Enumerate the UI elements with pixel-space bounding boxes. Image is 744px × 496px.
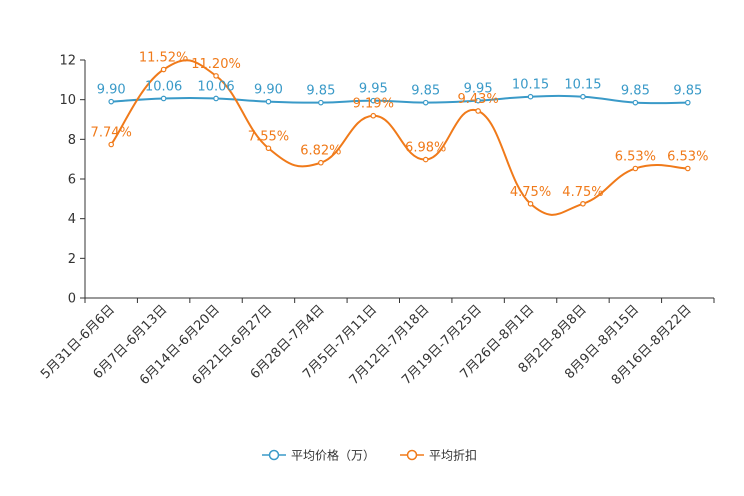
data-label: 4.75% bbox=[562, 185, 603, 200]
data-point[interactable] bbox=[160, 66, 167, 73]
legend-label: 平均折扣 bbox=[429, 448, 477, 463]
y-tick-label: 6 bbox=[68, 173, 76, 188]
data-label: 10.06 bbox=[145, 79, 182, 94]
data-label: 9.85 bbox=[306, 84, 335, 99]
legend-marker bbox=[268, 449, 280, 461]
data-label: 9.95 bbox=[359, 82, 388, 97]
data-point[interactable] bbox=[318, 159, 324, 166]
data-label: 9.19% bbox=[353, 97, 394, 112]
data-label: 11.52% bbox=[139, 51, 189, 66]
data-point[interactable] bbox=[684, 165, 691, 172]
data-point[interactable] bbox=[422, 156, 429, 163]
data-point[interactable] bbox=[265, 98, 272, 105]
series-layer bbox=[108, 59, 691, 216]
data-label: 9.85 bbox=[621, 84, 650, 99]
data-label: 9.90 bbox=[254, 83, 283, 98]
data-point[interactable] bbox=[527, 93, 534, 100]
x-axis: 5月31日-6月6日6月7日-6月13日6月14日-6月20日6月21日-6月2… bbox=[38, 297, 715, 388]
data-labels: 9.90 10.06 10.06 9.90 9.85 9.95 9.85 9.95 10.15 1… bbox=[91, 51, 709, 200]
data-point[interactable] bbox=[108, 98, 115, 105]
legend-marker bbox=[406, 449, 418, 461]
data-label: 9.95 bbox=[464, 82, 493, 97]
data-label: 7.55% bbox=[248, 129, 289, 144]
data-label: 4.75% bbox=[510, 185, 551, 200]
y-tick-label: 4 bbox=[68, 212, 76, 227]
data-point[interactable] bbox=[213, 73, 219, 79]
data-label: 10.15 bbox=[564, 78, 601, 93]
data-point[interactable] bbox=[422, 99, 429, 106]
data-point[interactable] bbox=[580, 200, 586, 207]
data-label: 6.53% bbox=[615, 149, 656, 164]
data-point[interactable] bbox=[632, 165, 639, 172]
y-tick-label: 10 bbox=[59, 93, 76, 108]
y-tick-label: 0 bbox=[68, 292, 76, 307]
data-label: 9.85 bbox=[673, 84, 702, 99]
data-point[interactable] bbox=[684, 99, 691, 106]
data-label: 6.98% bbox=[405, 141, 446, 156]
data-label: 9.90 bbox=[97, 83, 126, 98]
y-axis: 0 2 4 6 8 10 12 bbox=[59, 54, 86, 307]
data-label: 6.82% bbox=[300, 144, 341, 159]
data-point[interactable] bbox=[370, 97, 377, 104]
data-label: 11.20% bbox=[191, 57, 241, 72]
y-tick-label: 8 bbox=[68, 133, 76, 148]
data-point[interactable] bbox=[265, 145, 272, 152]
data-label: 7.74% bbox=[91, 125, 132, 140]
data-point[interactable] bbox=[213, 95, 219, 102]
data-point[interactable] bbox=[475, 97, 481, 104]
legend[interactable]: 平均价格（万） 平均折扣 bbox=[262, 448, 477, 463]
data-label: 9.85 bbox=[411, 84, 440, 99]
legend-label: 平均价格（万） bbox=[291, 448, 375, 463]
data-point[interactable] bbox=[527, 200, 534, 207]
data-label: 10.06 bbox=[197, 79, 234, 94]
data-point[interactable] bbox=[108, 141, 115, 148]
data-label: 9.43% bbox=[457, 92, 498, 107]
data-point[interactable] bbox=[580, 93, 586, 100]
y-tick-label: 2 bbox=[68, 252, 76, 267]
data-point[interactable] bbox=[160, 95, 167, 102]
data-point[interactable] bbox=[318, 99, 324, 106]
data-point[interactable] bbox=[632, 99, 639, 106]
data-label: 10.15 bbox=[512, 78, 549, 93]
series-line-0 bbox=[111, 94, 688, 105]
data-label: 6.53% bbox=[667, 149, 708, 164]
legend-item-1[interactable]: 平均折扣 bbox=[400, 448, 477, 463]
legend-item-0[interactable]: 平均价格（万） bbox=[262, 448, 375, 463]
data-point[interactable] bbox=[475, 108, 481, 114]
data-point[interactable] bbox=[370, 112, 377, 119]
y-tick-label: 12 bbox=[59, 54, 76, 69]
